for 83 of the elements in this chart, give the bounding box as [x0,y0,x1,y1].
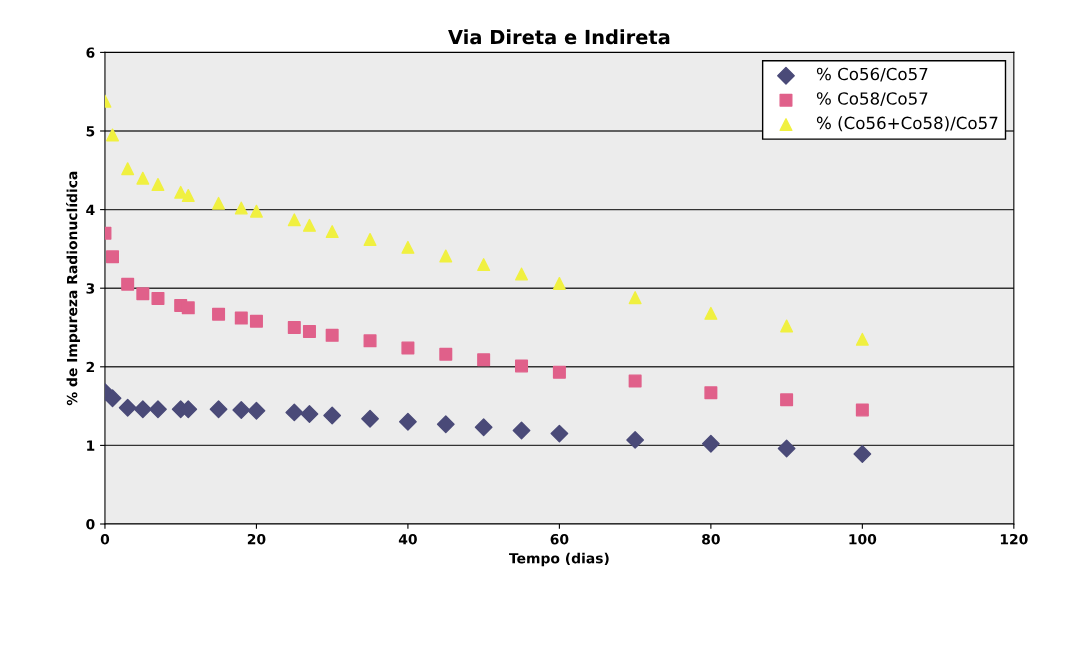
y-tick-label: 0 [86,518,95,530]
point [287,213,301,227]
point [628,291,642,305]
point [477,258,491,272]
point [181,188,195,202]
point [853,445,872,463]
y-tick-label: 4 [86,204,95,215]
point [212,196,226,210]
point [212,307,226,321]
point [106,250,120,264]
point [121,277,135,291]
point [780,393,794,407]
point [704,306,718,320]
point [181,301,195,315]
y-tick-label: 1 [87,440,95,451]
y-axis-title: % de Impureza Radionuclídica [66,171,81,406]
point [300,405,319,423]
point [701,434,720,453]
point [136,171,150,185]
point [232,401,251,419]
point [399,412,417,431]
point [363,334,377,348]
y-tick-label: 6 [86,47,95,58]
point [780,319,794,333]
point [104,389,122,408]
point [302,324,316,338]
legend-label: % Co56/Co57 [816,67,928,82]
legend-label: % (Co56+Co58)/Co57 [816,116,998,132]
point [477,353,491,367]
x-tick-label: 0 [100,533,110,545]
point [249,204,263,218]
point [550,424,569,443]
point [249,314,263,328]
point [209,400,228,419]
point [363,232,377,246]
point [234,311,248,325]
x-tick-label: 40 [398,533,417,545]
y-tick-label: 3 [86,283,95,294]
point [512,421,531,440]
point [323,406,342,425]
point [628,374,642,388]
point [136,287,150,301]
point [626,430,645,449]
point [515,359,529,373]
point [704,386,718,400]
point [287,320,301,335]
point [855,332,869,346]
point [401,341,415,355]
point [149,400,167,419]
point [436,415,455,434]
point [361,409,379,428]
x-tick-label: 60 [550,533,569,545]
point [552,276,566,290]
x-tick-label: 120 [1000,533,1028,545]
point [325,328,339,342]
point [247,401,266,420]
point [151,291,165,305]
point [515,267,529,281]
point [439,249,453,263]
point [401,240,415,254]
x-tick-label: 20 [247,533,266,545]
y-tick-label: 5 [86,126,95,137]
point [855,403,869,417]
point [439,347,453,361]
point [302,218,316,232]
point [174,185,188,199]
point [106,128,120,142]
y-tick-label: 2 [86,361,95,373]
legend-label: % Co58/Co57 [816,92,928,107]
point [777,439,796,458]
point [552,365,566,379]
x-tick-label: 100 [849,533,877,545]
point [118,398,137,417]
chart-title: Via Direta e Indireta [448,29,670,45]
point [133,400,152,419]
x-tick-label: 80 [702,533,720,545]
point [121,162,135,176]
point [474,418,493,437]
x-axis-title: Tempo (dias) [509,552,609,567]
point [325,225,339,239]
point [151,177,165,191]
point [234,201,248,215]
point [285,403,304,422]
